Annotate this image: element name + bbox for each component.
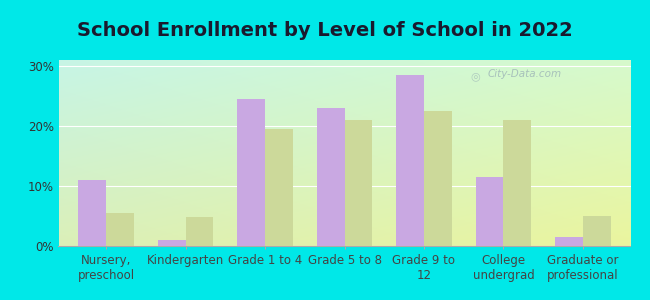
Bar (476, 177, 503, 246)
Bar (237, 99, 265, 246)
Bar (186, 217, 213, 246)
Text: ◎: ◎ (471, 71, 480, 81)
Bar (265, 129, 293, 246)
Bar (158, 240, 186, 246)
Bar (503, 120, 531, 246)
Text: City-Data.com: City-Data.com (488, 69, 562, 79)
Bar (317, 108, 345, 246)
Text: School Enrollment by Level of School in 2022: School Enrollment by Level of School in … (77, 21, 573, 40)
Bar (396, 75, 424, 246)
Bar (555, 237, 583, 246)
Bar (79, 180, 106, 246)
Bar (583, 216, 610, 246)
Bar (106, 213, 134, 246)
Bar (344, 120, 372, 246)
Bar (424, 111, 452, 246)
